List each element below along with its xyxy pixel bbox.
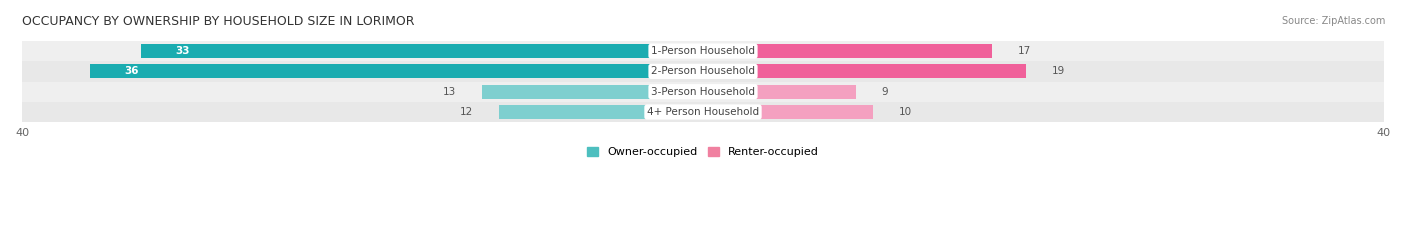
Bar [703,85,856,99]
Text: 36: 36 [124,66,139,76]
Text: 4+ Person Household: 4+ Person Household [647,107,759,117]
Bar [482,85,703,99]
Text: Source: ZipAtlas.com: Source: ZipAtlas.com [1281,16,1385,26]
Text: OCCUPANCY BY OWNERSHIP BY HOUSEHOLD SIZE IN LORIMOR: OCCUPANCY BY OWNERSHIP BY HOUSEHOLD SIZE… [22,15,415,28]
Text: 3-Person Household: 3-Person Household [651,87,755,97]
Text: 1-Person Household: 1-Person Household [651,46,755,56]
Text: 12: 12 [460,107,474,117]
Bar [703,105,873,119]
Bar [22,82,1384,102]
Text: 17: 17 [1018,46,1031,56]
Text: 19: 19 [1052,66,1066,76]
Text: 13: 13 [443,87,456,97]
Bar [141,44,703,58]
Bar [703,44,993,58]
Text: 2-Person Household: 2-Person Household [651,66,755,76]
Bar [90,65,703,78]
Text: 33: 33 [176,46,190,56]
Bar [22,102,1384,122]
Bar [22,61,1384,82]
Text: 9: 9 [882,87,889,97]
Legend: Owner-occupied, Renter-occupied: Owner-occupied, Renter-occupied [586,147,820,157]
Bar [22,41,1384,61]
Bar [499,105,703,119]
Text: 10: 10 [898,107,912,117]
Bar [703,65,1026,78]
